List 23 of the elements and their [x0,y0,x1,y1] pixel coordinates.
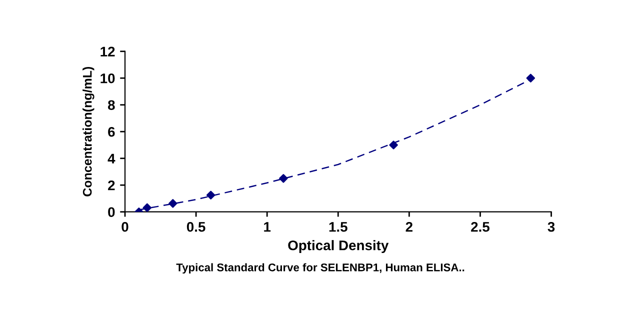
x-tick-label: 0 [122,222,128,232]
x-tick-label: 2.5 [471,222,490,232]
text: Typical Standard Curve for SELENBP1, Human ELISA.. [176,263,464,274]
point [206,190,216,200]
y-tick-label: 10 [100,73,115,84]
point [389,140,398,150]
y-tick-label: 8 [108,100,115,110]
x-tick-label: 0.5 [186,222,206,232]
y-tick-label: 6 [108,126,115,137]
point [168,199,178,208]
x-tick-label: 3 [548,222,555,232]
y-tick-label: 4 [108,154,116,164]
y-tick-label: 2 [108,180,115,190]
x-tick-label: 2 [406,222,412,232]
x-tick-label: 1 [264,222,271,232]
point [279,174,288,183]
y-axis-title: Concentration(ng/mL) [82,66,94,196]
x-tick-label: 1.5 [329,222,348,232]
x-axis-title: Optical Density [288,240,389,254]
point [142,203,152,212]
y-tick-label: 0 [108,207,115,218]
y-tick-label: 12 [100,46,115,56]
point [526,74,536,82]
